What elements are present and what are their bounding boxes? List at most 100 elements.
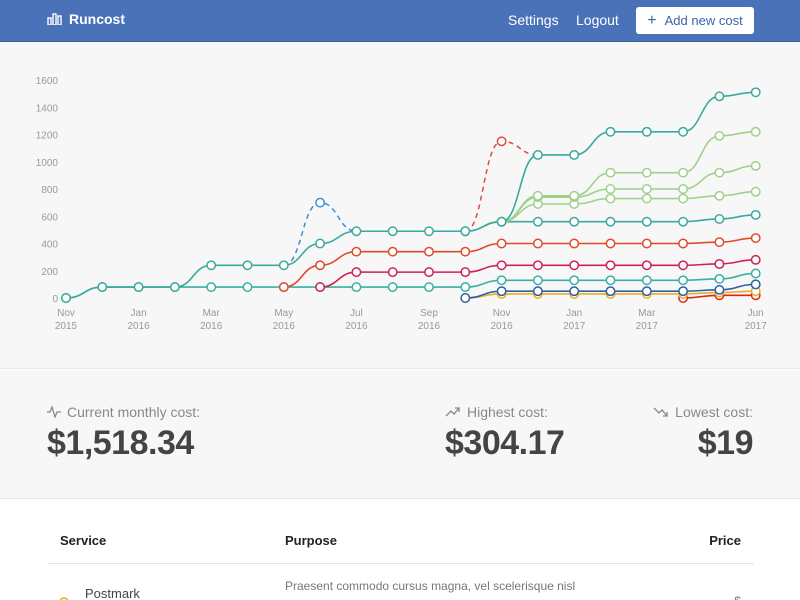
y-tick-label: 600 <box>41 212 58 223</box>
y-tick-label: 1000 <box>36 158 59 169</box>
pulse-icon <box>47 406 61 418</box>
data-point <box>496 286 507 297</box>
x-tick-label: 2016 <box>127 321 150 332</box>
y-tick-label: 1600 <box>36 76 59 87</box>
table-row[interactable]: Postmark Praesent commodo cursus magna, … <box>47 564 754 600</box>
data-point <box>714 167 725 178</box>
brand-name: Runcost <box>69 11 125 27</box>
data-point <box>678 260 689 271</box>
data-point <box>424 246 434 257</box>
data-point <box>641 167 652 178</box>
data-point <box>750 254 761 265</box>
data-point <box>315 282 326 293</box>
data-point <box>605 260 616 271</box>
data-point <box>750 186 761 197</box>
data-point <box>496 260 507 271</box>
data-point <box>678 193 689 204</box>
add-new-cost-button[interactable]: + Add new cost <box>636 7 754 34</box>
data-point <box>532 149 543 160</box>
trend-up-icon <box>445 407 460 417</box>
data-point <box>605 167 616 178</box>
y-tick-label: 400 <box>41 240 58 251</box>
data-point <box>496 216 507 227</box>
settings-link[interactable]: Settings <box>508 12 559 28</box>
column-header-service[interactable]: Service <box>60 533 107 548</box>
data-point <box>641 216 652 227</box>
data-point <box>532 275 543 286</box>
current-cost-value: $1,518.34 <box>47 424 194 462</box>
data-point <box>315 260 326 271</box>
data-point <box>641 193 652 204</box>
data-point <box>460 267 471 278</box>
data-point <box>532 260 543 271</box>
logout-link[interactable]: Logout <box>576 12 619 28</box>
data-point <box>678 286 689 297</box>
x-tick-label: Mar <box>638 308 656 319</box>
data-point <box>424 267 434 278</box>
data-point <box>714 258 725 269</box>
service-name: Postmark <box>85 586 140 600</box>
y-tick-label: 800 <box>41 185 58 196</box>
x-tick-label: Jan <box>131 308 147 319</box>
service-color-dot <box>59 597 69 600</box>
data-point <box>750 87 761 98</box>
column-header-purpose[interactable]: Purpose <box>285 533 338 548</box>
x-tick-label: 2016 <box>418 321 441 332</box>
stats-panel: Current monthly cost: $1,518.34 Highest … <box>0 370 800 499</box>
data-point <box>678 126 689 137</box>
data-point <box>387 246 398 257</box>
data-point <box>750 268 761 279</box>
data-point <box>242 282 253 293</box>
data-point <box>678 275 689 286</box>
x-tick-label: 2016 <box>200 321 223 332</box>
y-tick-label: 200 <box>41 267 58 278</box>
app-header: Runcost Settings Logout + Add new cost <box>0 0 800 42</box>
data-point <box>714 273 725 284</box>
add-new-cost-label: Add new cost <box>664 13 743 28</box>
data-point <box>714 237 725 248</box>
data-point <box>460 293 471 303</box>
service-purpose: Praesent commodo cursus magna, vel scele… <box>285 579 576 593</box>
x-tick-label: Nov <box>57 308 75 319</box>
x-tick-label: Nov <box>493 308 511 319</box>
cost-chart-panel: 1600 1400 1200 1000 800 600 400 200 0 Nov 2015 Jan 2… <box>0 42 800 369</box>
data-point <box>387 267 398 278</box>
data-point <box>532 216 543 227</box>
data-point <box>569 275 580 286</box>
x-tick-label: 2016 <box>345 321 368 332</box>
y-tick-label: 1200 <box>36 131 59 142</box>
current-cost-label: Current monthly cost: <box>67 404 201 420</box>
data-point <box>569 216 580 227</box>
data-point <box>750 160 761 171</box>
data-point <box>714 130 725 141</box>
column-header-price[interactable]: Price <box>709 533 741 548</box>
x-tick-label: Jan <box>566 308 582 319</box>
x-tick-label: 2017 <box>745 321 768 332</box>
x-tick-label: 2016 <box>273 321 296 332</box>
x-tick-label: Jul <box>350 308 363 319</box>
data-point <box>750 209 761 220</box>
data-point <box>387 226 398 237</box>
dashed-series-line <box>465 140 538 232</box>
data-point <box>605 238 616 249</box>
data-point <box>714 91 725 102</box>
data-point <box>750 233 761 244</box>
data-point <box>496 275 507 286</box>
data-point <box>278 282 289 293</box>
data-point <box>351 226 362 237</box>
table-header: Service Purpose Price <box>47 500 754 564</box>
data-point <box>641 260 652 271</box>
plus-icon: + <box>647 11 657 29</box>
data-point <box>532 190 543 201</box>
trend-down-icon <box>653 407 668 417</box>
data-point <box>641 238 652 249</box>
data-point <box>496 238 507 249</box>
data-point <box>133 282 144 293</box>
service-price: $ <box>734 594 741 600</box>
bar-chart-icon <box>47 13 62 25</box>
x-tick-label: 2016 <box>490 321 513 332</box>
data-point <box>424 282 434 293</box>
highest-cost-label: Highest cost: <box>467 404 548 420</box>
brand[interactable]: Runcost <box>47 11 125 27</box>
data-point <box>424 226 434 237</box>
